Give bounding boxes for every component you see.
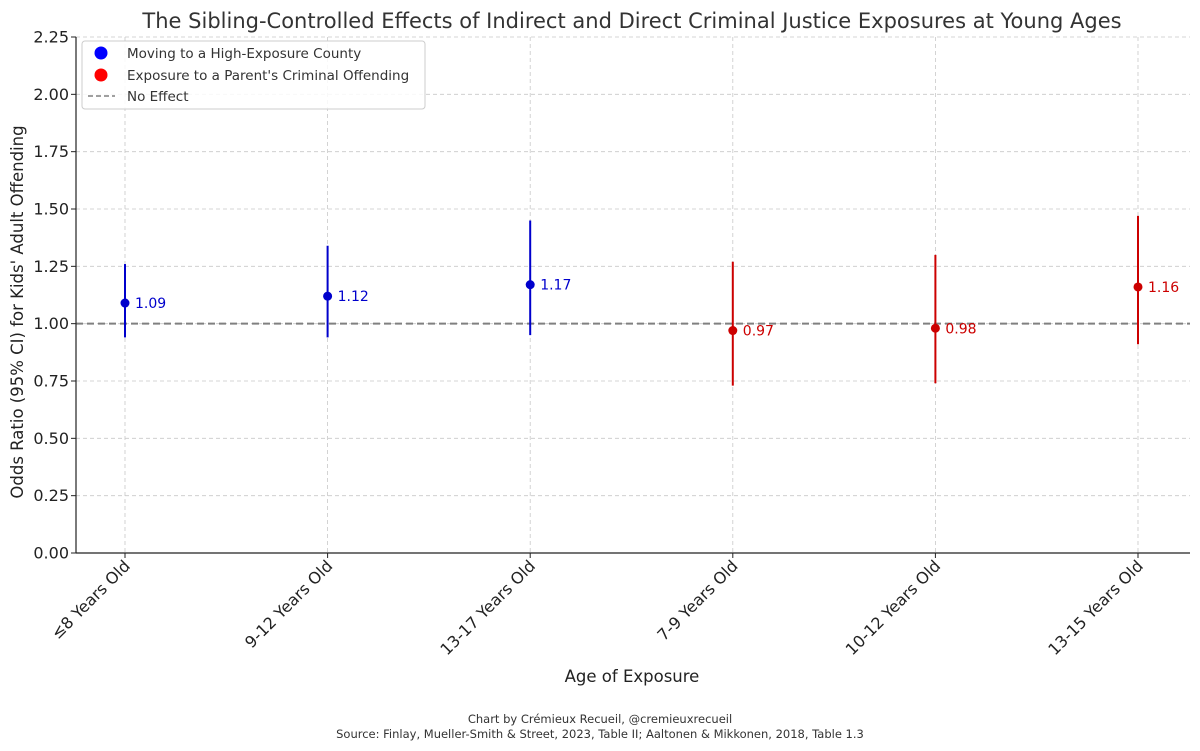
data-point (323, 291, 333, 301)
data-label: 1.17 (540, 278, 571, 294)
data-point (120, 298, 130, 308)
y-tick-label: 1.00 (33, 314, 69, 333)
x-tick-label: 10-12 Years Old (842, 556, 945, 659)
x-axis-label: Age of Exposure (565, 667, 700, 686)
y-axis-label: Odds Ratio (95% CI) for Kids' Adult Offe… (8, 125, 27, 498)
x-tick-label: ≤8 Years Old (47, 556, 133, 642)
data-label: 0.98 (945, 321, 976, 337)
data-point (930, 323, 940, 333)
data-point (728, 326, 738, 336)
legend-label-series-1: Moving to a High-Exposure County (127, 46, 361, 62)
y-tick-label: 2.00 (33, 85, 69, 104)
legend-box (81, 40, 426, 110)
data-label: 1.09 (135, 296, 166, 312)
legend-label-series-2: Exposure to a Parent's Criminal Offendin… (127, 68, 409, 84)
data-point (1133, 282, 1143, 292)
legend: Moving to a High-Exposure County Exposur… (81, 40, 426, 110)
y-tick-labels: 0.00 0.25 0.50 0.75 1.00 1.25 1.50 1.75 2.00 2.25 (33, 28, 69, 563)
legend-marker-blue (94, 46, 108, 60)
x-tick-label: 9-12 Years Old (241, 556, 336, 651)
legend-label-reference: No Effect (127, 89, 189, 105)
chart-title: The Sibling-Controlled Effects of Indire… (141, 9, 1121, 33)
data-label: 1.12 (338, 289, 369, 305)
grid-lines (76, 36, 1190, 554)
data-marks: 1.09 1.12 1.17 0.97 0.98 1.16 (120, 215, 1179, 386)
x-tick-label: 7-9 Years Old (653, 556, 741, 644)
data-label: 1.16 (1148, 280, 1179, 296)
x-tick-label: 13-15 Years Old (1044, 556, 1147, 659)
axes (71, 36, 1190, 558)
legend-marker-red (94, 68, 108, 82)
data-label: 0.97 (743, 324, 774, 340)
y-tick-label: 1.25 (33, 257, 69, 276)
y-tick-label: 1.75 (33, 142, 69, 161)
footer-credit: Chart by Crémieux Recueil, @cremieuxrecu… (468, 712, 732, 726)
y-tick-label: 0.00 (33, 544, 69, 563)
y-tick-label: 0.50 (33, 429, 69, 448)
y-tick-label: 0.25 (33, 486, 69, 505)
y-tick-label: 1.50 (33, 200, 69, 219)
data-point (525, 280, 535, 290)
x-tick-label: 13-17 Years Old (436, 556, 539, 659)
y-tick-label: 0.75 (33, 372, 69, 391)
footer-source: Source: Finlay, Mueller-Smith & Street, … (336, 727, 864, 741)
y-tick-label: 2.25 (33, 28, 69, 47)
x-tick-labels: ≤8 Years Old 9-12 Years Old 13-17 Years Ol… (47, 556, 1146, 659)
